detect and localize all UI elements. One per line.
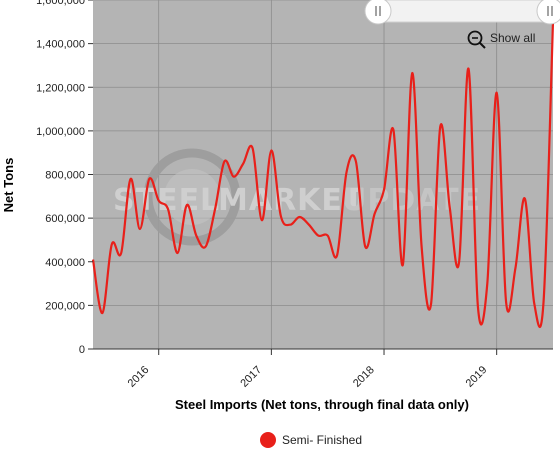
x-tick-label: 2018: [351, 364, 377, 390]
watermark: STEEL MARKET UPDATE: [113, 148, 481, 246]
watermark-text-steel: STEEL: [113, 183, 220, 218]
y-tick-label: 800,000: [45, 170, 85, 182]
y-tick-label: 200,000: [45, 300, 85, 312]
drag-handle-icon[interactable]: [364, 0, 392, 25]
zoom-out-icon-handle: [479, 42, 486, 49]
y-axis-title: Net Tons: [1, 158, 16, 213]
y-axis-ticks: 0 200,000 400,000 600,000 800,000 1,000,000 1,…: [36, 0, 93, 356]
legend-marker-semi-finished[interactable]: [260, 432, 276, 448]
y-tick-label: 600,000: [45, 213, 85, 225]
y-tick-label: 1,400,000: [36, 39, 85, 51]
y-tick-label: 400,000: [45, 257, 85, 269]
legend-label-semi-finished[interactable]: Semi- Finished: [282, 433, 362, 447]
y-tick-label: 0: [79, 344, 85, 356]
y-tick-label: 1,200,000: [36, 82, 85, 94]
x-tick-label: 2019: [464, 364, 490, 390]
watermark-logo-inner: [164, 169, 220, 225]
zoom-out-icon[interactable]: [467, 30, 483, 46]
y-tick-label: 1,600,000: [36, 0, 85, 7]
navigator-track[interactable]: [377, 0, 551, 23]
legend[interactable]: Semi- Finished: [260, 432, 362, 448]
x-axis-title: Steel Imports (Net tons, through final d…: [175, 397, 469, 412]
watermark-text-market: MARKET: [218, 183, 364, 218]
watermark-logo: [143, 148, 241, 246]
range-navigator[interactable]: [364, 0, 560, 25]
x-tick-label: 2017: [238, 364, 264, 390]
y-tick-label: 1,000,000: [36, 126, 85, 138]
watermark-text-update: UPDATE: [342, 183, 481, 218]
series-line-semi-finished: [91, 21, 555, 329]
show-all-button[interactable]: Show all: [467, 30, 536, 49]
navigator-handle-left[interactable]: [364, 0, 392, 25]
show-all-label[interactable]: Show all: [490, 31, 535, 45]
x-axis-ticks: 2016 2017 2018 2019: [126, 349, 498, 390]
navigator-handle-right[interactable]: [536, 0, 560, 25]
x-tick-label: 2016: [126, 364, 152, 390]
